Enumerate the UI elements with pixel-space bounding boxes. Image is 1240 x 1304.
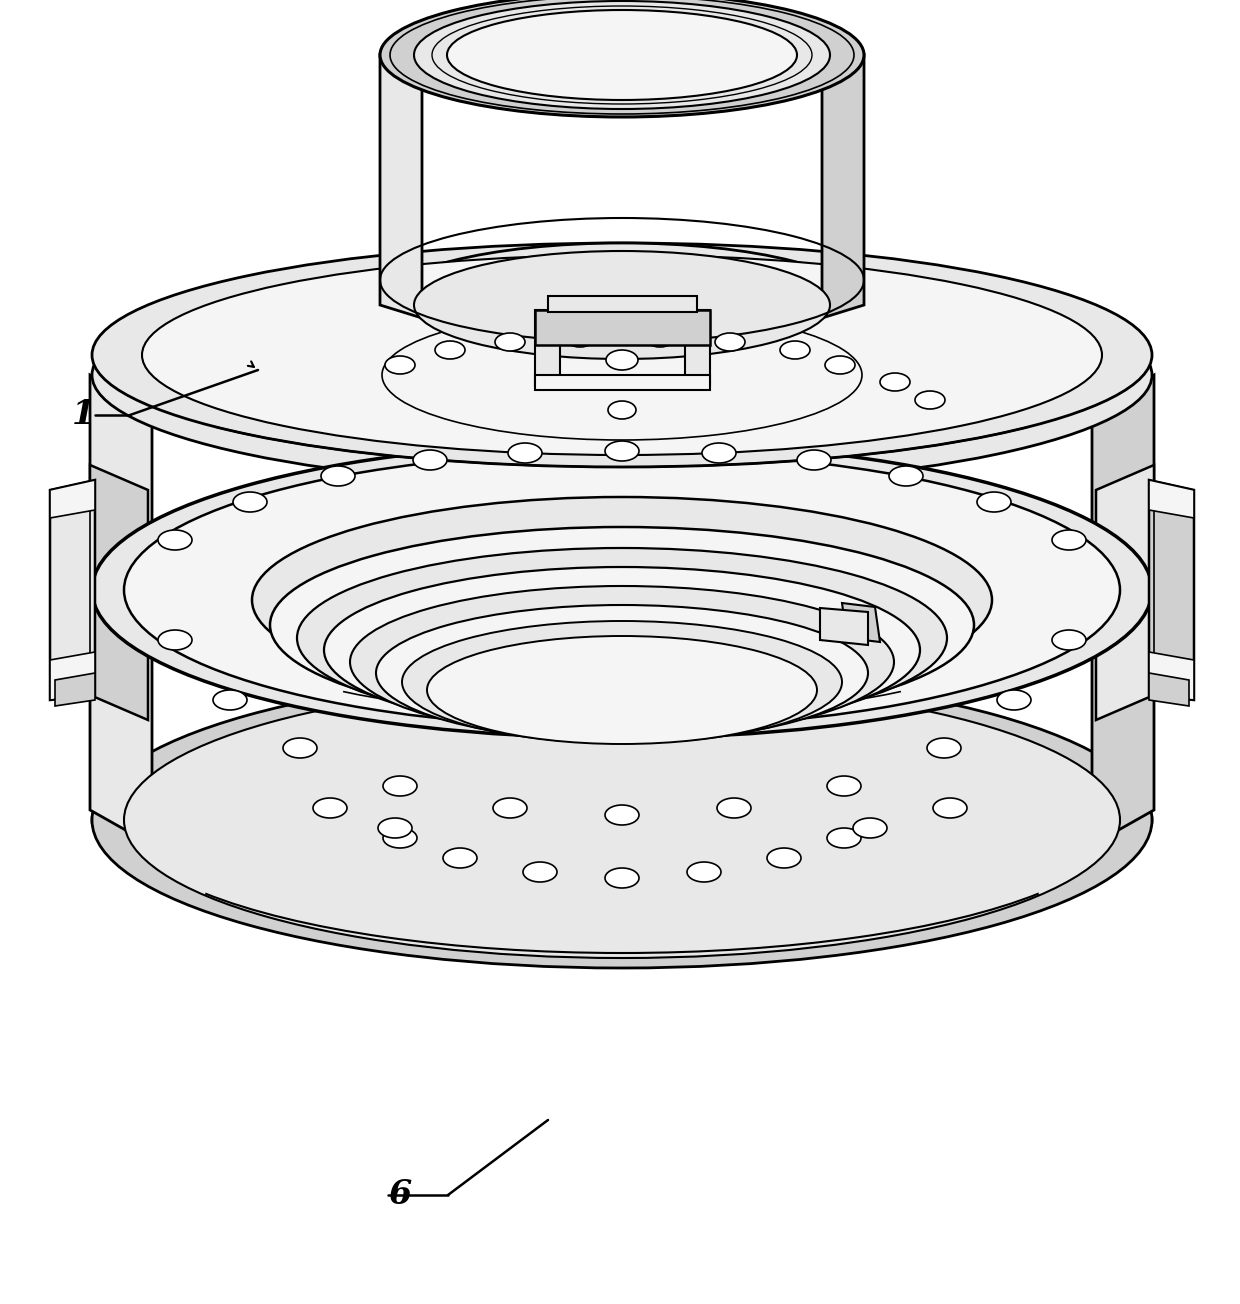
Ellipse shape	[797, 450, 831, 469]
Ellipse shape	[427, 636, 817, 745]
Ellipse shape	[889, 466, 923, 486]
Ellipse shape	[414, 1, 830, 110]
Polygon shape	[91, 466, 148, 720]
Polygon shape	[50, 652, 95, 700]
Ellipse shape	[124, 452, 1120, 728]
Ellipse shape	[298, 548, 947, 728]
Ellipse shape	[350, 585, 894, 738]
Ellipse shape	[565, 329, 595, 347]
Ellipse shape	[606, 349, 639, 370]
Ellipse shape	[605, 868, 639, 888]
Ellipse shape	[413, 450, 446, 469]
Polygon shape	[50, 480, 95, 700]
Ellipse shape	[383, 776, 417, 795]
Polygon shape	[1096, 466, 1154, 720]
Ellipse shape	[92, 672, 1152, 968]
Polygon shape	[842, 602, 880, 642]
Polygon shape	[91, 376, 153, 845]
Ellipse shape	[321, 466, 355, 486]
Ellipse shape	[324, 567, 920, 733]
Ellipse shape	[880, 373, 910, 391]
Ellipse shape	[702, 443, 737, 463]
Polygon shape	[548, 296, 697, 312]
Polygon shape	[534, 310, 711, 346]
Polygon shape	[1149, 652, 1194, 700]
Ellipse shape	[233, 492, 267, 512]
Polygon shape	[534, 310, 560, 385]
Ellipse shape	[252, 497, 992, 703]
Ellipse shape	[384, 356, 415, 374]
Ellipse shape	[827, 828, 861, 848]
Ellipse shape	[376, 605, 868, 741]
Ellipse shape	[853, 818, 887, 838]
Ellipse shape	[157, 529, 192, 550]
Ellipse shape	[383, 828, 417, 848]
Ellipse shape	[92, 243, 1152, 467]
Ellipse shape	[717, 798, 751, 818]
Ellipse shape	[915, 391, 945, 409]
Polygon shape	[822, 55, 864, 318]
Ellipse shape	[378, 818, 412, 838]
Ellipse shape	[283, 738, 317, 758]
Ellipse shape	[379, 243, 864, 366]
Ellipse shape	[92, 442, 1152, 738]
Ellipse shape	[1052, 529, 1086, 550]
Polygon shape	[1149, 673, 1189, 705]
Ellipse shape	[213, 690, 247, 709]
Text: 6: 6	[388, 1179, 412, 1211]
Polygon shape	[684, 310, 711, 385]
Ellipse shape	[402, 621, 842, 743]
Ellipse shape	[92, 263, 1152, 486]
Ellipse shape	[715, 333, 745, 351]
Ellipse shape	[270, 527, 973, 722]
Polygon shape	[820, 608, 868, 645]
Text: 1: 1	[72, 399, 94, 432]
Ellipse shape	[523, 862, 557, 882]
Ellipse shape	[443, 848, 477, 868]
Ellipse shape	[495, 333, 525, 351]
Ellipse shape	[494, 798, 527, 818]
Ellipse shape	[605, 441, 639, 462]
Ellipse shape	[827, 776, 861, 795]
Polygon shape	[1149, 480, 1194, 700]
Ellipse shape	[768, 848, 801, 868]
Ellipse shape	[157, 630, 192, 649]
Ellipse shape	[435, 342, 465, 359]
Polygon shape	[534, 376, 711, 390]
Ellipse shape	[997, 690, 1030, 709]
Ellipse shape	[92, 479, 1152, 702]
Ellipse shape	[645, 329, 675, 347]
Polygon shape	[55, 673, 95, 705]
Ellipse shape	[608, 402, 636, 419]
Ellipse shape	[932, 798, 967, 818]
Ellipse shape	[977, 492, 1011, 512]
Ellipse shape	[508, 443, 542, 463]
Ellipse shape	[825, 356, 856, 374]
Ellipse shape	[1052, 630, 1086, 649]
Ellipse shape	[780, 342, 810, 359]
Polygon shape	[1149, 480, 1194, 518]
Ellipse shape	[446, 10, 797, 100]
Ellipse shape	[92, 708, 1152, 932]
Polygon shape	[379, 55, 422, 318]
Polygon shape	[50, 480, 95, 518]
Ellipse shape	[312, 798, 347, 818]
Ellipse shape	[143, 256, 1102, 455]
Ellipse shape	[124, 682, 1120, 958]
Ellipse shape	[379, 0, 864, 117]
Ellipse shape	[605, 805, 639, 825]
Ellipse shape	[414, 250, 830, 359]
Ellipse shape	[928, 738, 961, 758]
Polygon shape	[1092, 376, 1154, 845]
Ellipse shape	[687, 862, 720, 882]
